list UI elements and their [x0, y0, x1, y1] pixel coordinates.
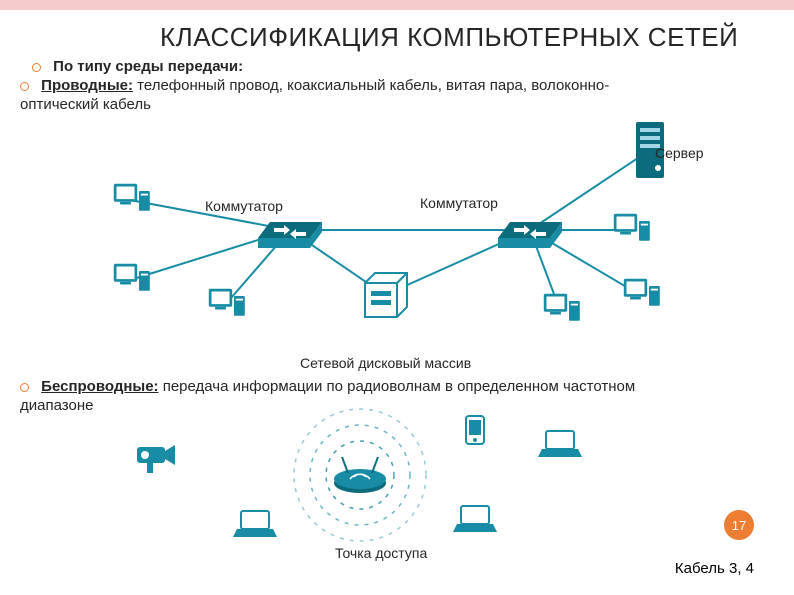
bullet-media-type: По типу среды передачи: [32, 58, 243, 75]
bullet-wireless: Беспроводные: передача информации по рад… [20, 378, 635, 395]
bullet-wired: Проводные: телефонный провод, коаксиальн… [20, 77, 609, 94]
bullet-icon [32, 63, 41, 72]
footer-text: Кабель 3, 4 [675, 560, 754, 577]
label-switch1: Коммутатор [205, 198, 283, 214]
bullet-icon [20, 383, 29, 392]
label-nas: Сетевой дисковый массив [300, 355, 471, 371]
label-ap: Точка доступа [335, 545, 427, 561]
bullet-icon [20, 82, 29, 91]
svg-text:IP: IP [152, 440, 159, 447]
page-number-badge: 17 [724, 510, 754, 540]
b1-text: По типу среды передачи: [53, 58, 243, 75]
wireless-rest: передача информации по радиоволнам в опр… [159, 378, 636, 395]
slide-title: КЛАССИФИКАЦИЯ КОМПЬЮТЕРНЫХ СЕТЕЙ [160, 22, 738, 53]
wired-key: Проводные: [41, 77, 133, 94]
label-switch2: Коммутатор [420, 195, 498, 211]
wired-rest: телефонный провод, коаксиальный кабель, … [133, 77, 609, 94]
wireless-key: Беспроводные: [41, 378, 158, 395]
label-server: Сервер [655, 145, 704, 161]
accent-bar [0, 0, 794, 10]
